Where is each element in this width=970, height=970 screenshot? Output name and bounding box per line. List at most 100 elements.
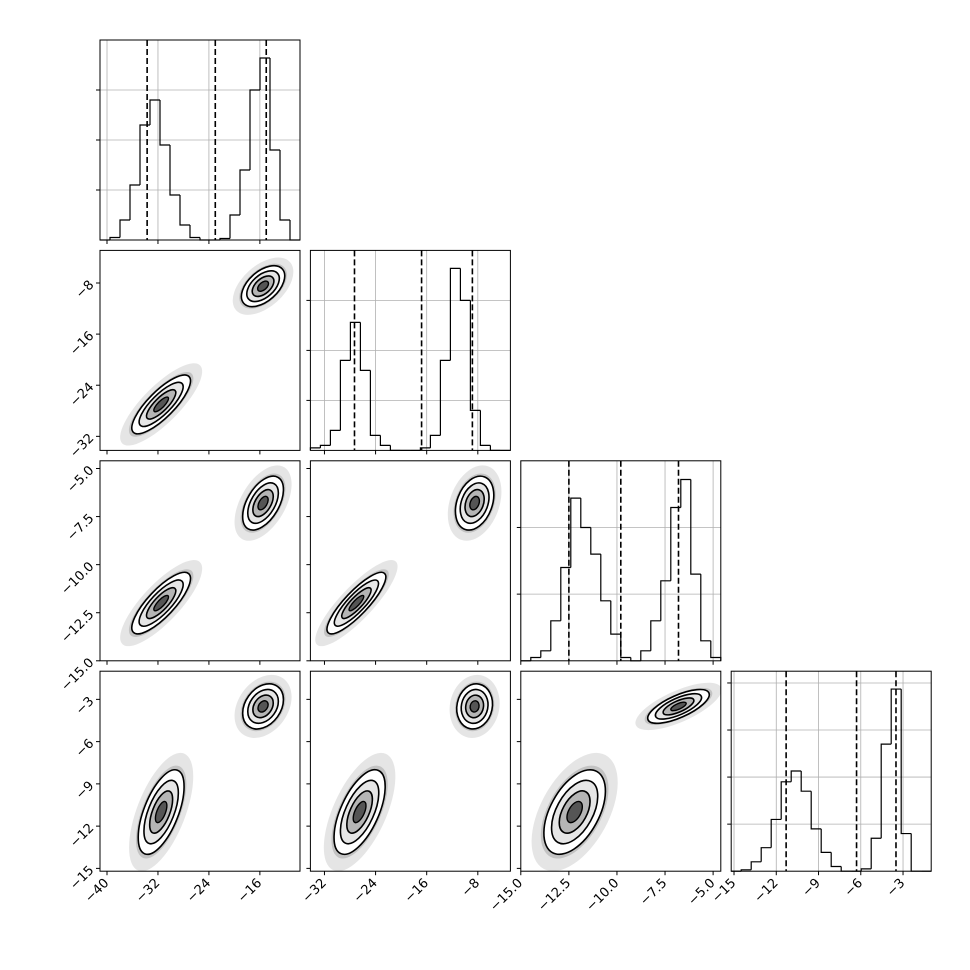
histogram-bin [780,781,792,820]
x-tick-label: −10.0 [583,876,622,915]
density-contour [348,594,365,612]
panel [129,674,292,872]
histogram-bin [449,267,461,361]
histogram-bin [159,100,170,146]
x-tick-label: −3 [884,876,908,900]
histogram-bin [750,861,762,870]
y-tick-label: −5.0 [64,463,97,496]
histogram-bin [369,370,381,436]
histogram-bin [880,743,892,839]
density-contour [257,495,269,511]
histogram-bin [820,828,832,853]
panel [315,465,502,647]
density-contour [257,700,269,713]
histogram-bin [680,478,691,508]
y-tick-label: −15.0 [59,655,98,694]
panel-frame [309,249,511,451]
histogram-bin [900,689,912,835]
x-tick-label: −16 [402,876,432,906]
density-contour [469,495,481,511]
histogram-bin [259,57,270,90]
density-contour [153,396,170,413]
y-tick-label: −10.0 [59,559,98,598]
histogram-bin [910,833,922,872]
panel [323,674,500,872]
x-tick-label: −6 [842,876,866,900]
histogram-bin [379,435,391,446]
histogram-bin [349,321,361,361]
x-tick-label: −24 [184,876,214,906]
x-tick-label: −32 [133,876,163,906]
histogram-bin [600,554,611,602]
y-tick-label: −32 [67,431,97,461]
histogram-bin [109,236,120,240]
histogram-bin [119,219,130,238]
y-tick-label: −9 [73,779,97,803]
histogram-bin [279,150,290,221]
histogram-bin [359,322,371,371]
panel-frame [99,249,301,451]
y-tick-label: −24 [67,380,97,410]
density-contour [256,280,270,292]
histogram-bin [269,58,280,151]
histogram-bin [289,220,300,241]
histogram-bin [229,214,240,239]
histogram-bin [389,445,401,451]
histogram-bin [459,268,471,301]
histogram-bin [810,791,822,830]
panel-frame [99,460,301,662]
histogram-bin [149,99,160,125]
histogram-bin [540,650,551,658]
histogram-bin [840,866,852,872]
histogram-bin [770,818,782,848]
histogram-bin [239,169,250,215]
x-tick-label: −15.0 [487,876,526,915]
histogram-bin [189,225,200,239]
histogram-bin [860,868,872,872]
histogram-bin [530,656,541,661]
x-tick-label: −12.5 [535,876,574,915]
panel-frame [520,460,722,662]
histogram-bin [339,359,351,431]
density-contour [566,800,584,824]
density-contour [352,800,367,824]
histogram-bin [760,847,772,862]
histogram-bin [439,359,451,436]
panel-frame [309,460,511,662]
histogram-bin [550,620,561,651]
x-tick-label: −24 [351,876,381,906]
histogram-bin [660,580,671,621]
histogram-bin [139,124,150,185]
histogram-bin [800,770,812,792]
density-contour [154,800,168,824]
panel-frame [520,670,722,872]
panel-frame [99,670,301,872]
x-tick-label: −12 [752,876,782,906]
panel [120,465,292,647]
histogram-bin [319,444,331,448]
histogram-bin [560,566,571,621]
histogram-bin [489,445,501,451]
x-tick-label: −9 [800,876,824,900]
histogram-bin [670,506,681,581]
histogram-bin [580,498,591,529]
x-tick-label: −8 [459,876,483,900]
histogram-bin [570,497,581,568]
histogram-bin [790,770,802,782]
panel [120,257,294,446]
panel-frame [99,39,301,241]
y-tick-label: −12.5 [59,607,98,646]
histogram-bin [419,447,431,451]
density-contour [153,594,170,612]
histogram-bin [329,429,341,446]
histogram-bin [479,410,491,446]
histogram-bin [830,852,842,868]
y-tick-label: −16 [67,329,97,359]
histogram-bin [620,634,631,659]
x-tick-label: −32 [300,876,330,906]
histogram-bin [610,600,621,635]
histogram-bin [650,620,661,651]
histogram-bin [590,527,601,555]
panel-frame [730,670,932,872]
